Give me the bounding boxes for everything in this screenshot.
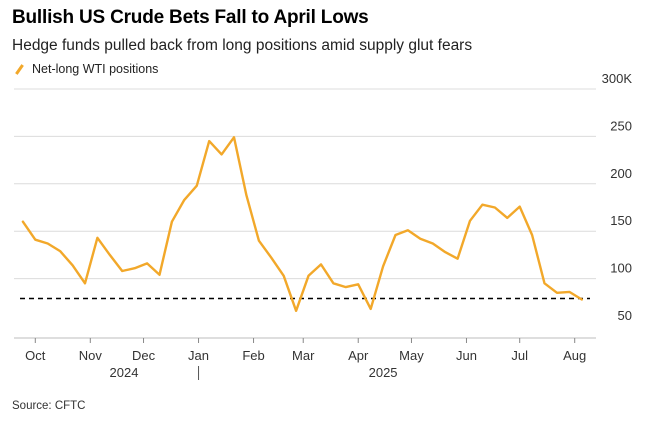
x-tick-label: Jul — [511, 348, 528, 363]
x-tick-label: Jun — [456, 348, 477, 363]
chart-title: Bullish US Crude Bets Fall to April Lows — [12, 7, 369, 28]
year-label: 2024 — [110, 365, 139, 380]
x-tick-label: Nov — [79, 348, 103, 363]
x-tick-label: Apr — [348, 348, 369, 363]
y-tick-label: 100 — [610, 261, 632, 276]
year-label: 2025 — [369, 365, 398, 380]
series-line-net-long-wti — [21, 136, 583, 312]
legend-label: Net-long WTI positions — [32, 62, 159, 76]
y-tick-label: 300K — [602, 71, 633, 86]
x-tick-label: Feb — [242, 348, 264, 363]
y-tick-label: 150 — [610, 213, 632, 228]
x-axis: Oct Nov Dec Jan Feb Mar Apr May Jun Jul Aug 2024 202… — [14, 337, 596, 380]
y-tick-label: 50 — [618, 308, 632, 323]
y-axis: 50 100 150 200 250 300K — [602, 71, 633, 323]
y-tick-label: 200 — [610, 166, 632, 181]
y-tick-label: 250 — [610, 118, 632, 133]
x-tick-label: Dec — [132, 348, 156, 363]
x-tick-label: May — [399, 348, 424, 363]
source-note: Source: CFTC — [12, 400, 86, 412]
x-tick-label: Oct — [25, 348, 46, 363]
chart-subtitle: Hedge funds pulled back from long positi… — [12, 37, 473, 54]
gridlines — [14, 88, 596, 280]
legend: Net-long WTI positions — [12, 62, 158, 76]
x-tick-label: Aug — [563, 348, 586, 363]
x-tick-label: Mar — [292, 348, 315, 363]
x-tick-label: Jan — [188, 348, 209, 363]
